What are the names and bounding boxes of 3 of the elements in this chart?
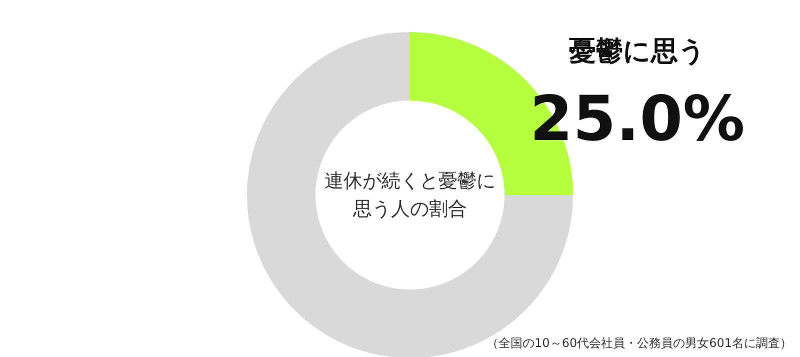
slice-label: 憂鬱に思う [568, 36, 706, 67]
text: （全国の10～60代会社員・公務員の男女601名に調査） [486, 336, 792, 350]
text: 連休が続くと憂鬱に思う人の割合 [324, 169, 496, 222]
